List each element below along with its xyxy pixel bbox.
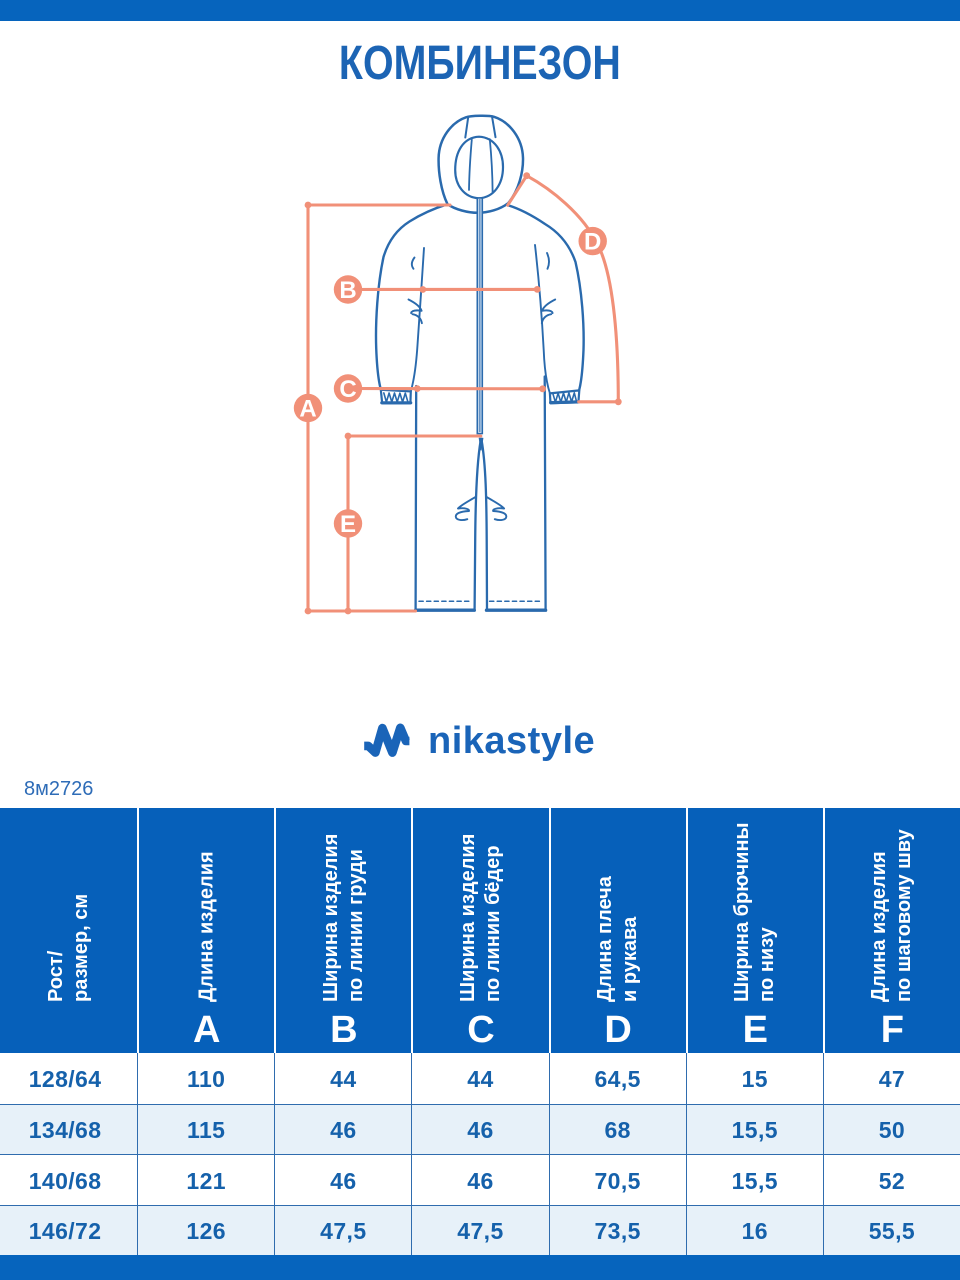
svg-text:nikastyle: nikastyle	[428, 720, 595, 762]
svg-text:E: E	[340, 511, 356, 538]
svg-text:A: A	[299, 396, 316, 423]
svg-text:B: B	[339, 277, 356, 304]
svg-text:D: D	[584, 229, 601, 256]
svg-text:C: C	[339, 376, 356, 403]
